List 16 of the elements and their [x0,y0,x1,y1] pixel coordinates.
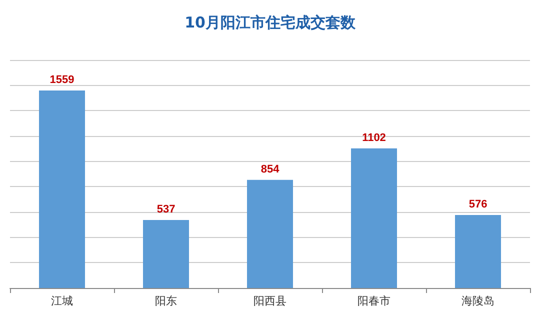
data-label: 854 [260,163,280,176]
data-label: 576 [468,198,488,211]
x-tick-label: 江城 [51,294,73,308]
bar [455,215,501,288]
bar [143,220,189,288]
data-label: 1559 [50,74,74,86]
x-tick-label: 阳东 [155,294,177,308]
bar [39,90,85,288]
bar [247,180,293,288]
chart-title: 10月阳江市住宅成交套数 [184,14,356,32]
x-tick-label: 阳西县 [254,296,286,308]
data-label: 1102 [362,132,386,144]
x-tick-label: 海陵岛 [462,296,494,308]
data-label: 537 [156,203,176,216]
bar [351,148,397,288]
x-tick-label: 阳春市 [358,294,390,308]
